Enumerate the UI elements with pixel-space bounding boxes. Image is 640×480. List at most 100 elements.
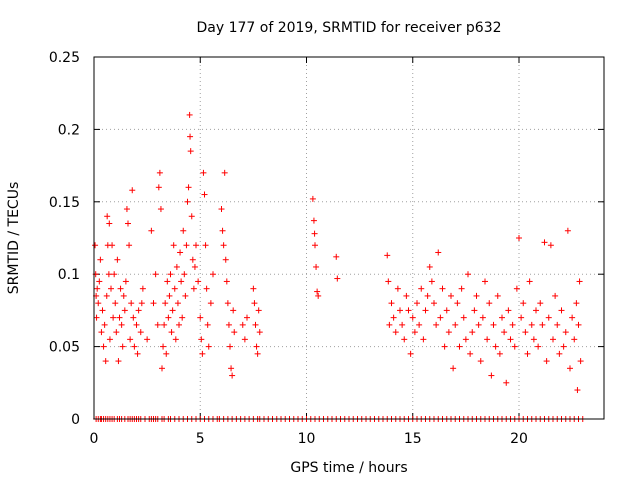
data-point xyxy=(106,220,113,227)
data-point xyxy=(205,343,212,350)
data-point xyxy=(127,336,134,343)
data-point xyxy=(407,350,414,357)
data-point xyxy=(469,329,476,336)
data-point xyxy=(118,321,125,328)
data-point xyxy=(244,314,250,321)
y-tick-label: 0.15 xyxy=(49,195,80,211)
data-point xyxy=(441,343,448,350)
data-point xyxy=(507,336,514,343)
data-point xyxy=(569,314,576,321)
data-point xyxy=(92,242,99,249)
data-point xyxy=(541,239,548,246)
data-point xyxy=(231,329,238,336)
data-point xyxy=(405,307,412,314)
x-tick-label: 5 xyxy=(196,431,205,447)
data-point xyxy=(125,220,131,227)
data-point xyxy=(333,253,340,260)
data-point xyxy=(100,343,107,350)
data-point xyxy=(401,336,408,343)
data-point xyxy=(178,278,185,285)
data-point xyxy=(157,206,164,213)
data-point xyxy=(467,350,474,357)
data-point xyxy=(310,217,317,224)
data-point xyxy=(197,314,204,321)
plot-frame xyxy=(93,56,605,420)
data-point xyxy=(228,365,235,372)
data-point xyxy=(113,329,120,336)
data-point xyxy=(409,314,416,321)
data-point xyxy=(98,329,105,336)
data-point xyxy=(577,358,584,365)
data-point xyxy=(171,285,178,292)
data-point xyxy=(486,300,493,307)
data-point xyxy=(494,292,501,299)
data-point xyxy=(253,343,260,350)
data-point xyxy=(556,350,563,357)
data-point xyxy=(567,365,573,372)
data-point xyxy=(172,336,179,343)
data-point xyxy=(535,343,542,350)
data-point xyxy=(229,372,236,379)
data-point xyxy=(181,271,188,278)
data-point xyxy=(411,329,418,336)
data-point xyxy=(560,343,567,350)
data-point xyxy=(334,275,341,282)
data-point xyxy=(533,307,539,314)
y-tick-label: 0.25 xyxy=(49,50,80,66)
data-point xyxy=(195,278,202,285)
data-point xyxy=(456,343,463,350)
data-point xyxy=(388,300,395,307)
data-point xyxy=(518,314,525,321)
data-point xyxy=(250,285,257,292)
data-point xyxy=(94,285,101,292)
data-point xyxy=(403,292,410,299)
grid-lines xyxy=(94,57,604,419)
data-point xyxy=(571,336,578,343)
data-point xyxy=(177,249,184,256)
data-point xyxy=(554,321,561,328)
data-point xyxy=(484,336,491,343)
data-point xyxy=(186,111,193,118)
data-point xyxy=(477,358,484,365)
data-point xyxy=(101,321,108,328)
data-point xyxy=(435,249,442,256)
data-point xyxy=(159,365,165,372)
data-point xyxy=(148,227,155,234)
x-tick-label: 20 xyxy=(510,431,528,447)
x-axis-label: GPS time / hours xyxy=(290,460,407,476)
data-point xyxy=(191,263,198,270)
data-point xyxy=(428,278,435,285)
data-point xyxy=(139,285,146,292)
data-point xyxy=(99,307,106,314)
data-point xyxy=(110,314,117,321)
data-point xyxy=(121,307,128,314)
data-point xyxy=(183,242,190,249)
data-point xyxy=(397,307,403,314)
data-point xyxy=(105,271,112,278)
data-point xyxy=(462,336,469,343)
data-point xyxy=(254,350,261,357)
data-point xyxy=(222,256,229,263)
data-point xyxy=(433,321,440,328)
data-point xyxy=(152,271,159,278)
data-point xyxy=(182,292,189,299)
data-point xyxy=(154,321,161,328)
data-point xyxy=(180,227,187,234)
data-point xyxy=(422,307,429,314)
data-point xyxy=(137,329,144,336)
data-point xyxy=(93,314,100,321)
data-point xyxy=(179,314,186,321)
data-point xyxy=(479,314,486,321)
data-point xyxy=(160,343,167,350)
data-point xyxy=(492,343,499,350)
data-point xyxy=(439,285,446,292)
data-point xyxy=(169,307,176,314)
data-point xyxy=(499,314,505,321)
data-point xyxy=(239,321,246,328)
data-point xyxy=(558,307,565,314)
x-tick-label: 15 xyxy=(404,431,422,447)
data-point xyxy=(117,285,124,292)
data-point xyxy=(562,329,569,336)
data-point xyxy=(203,285,210,292)
data-point xyxy=(95,300,102,307)
